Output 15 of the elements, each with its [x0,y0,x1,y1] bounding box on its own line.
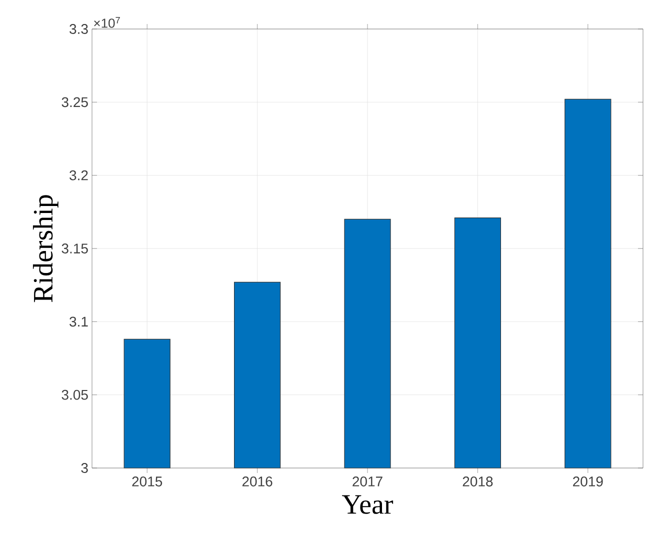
x-tick-label: 2016 [242,476,272,486]
y-tick-label: 3.15 [62,244,88,254]
y-tick-label: 3.05 [62,390,88,400]
y-tick-label: 3 [81,463,88,473]
y-tick-label: 3.2 [70,170,88,180]
y-tick-label: 3.3 [70,24,88,34]
text: ×10$^{7}$ [94,17,120,28]
x-tick-label: 2015 [132,476,162,486]
y-tick-label: 3.1 [70,316,88,327]
y-axis-title: Ridership [32,195,58,302]
y-tick-label: 3.25 [62,97,88,108]
x-axis-title: Year [342,495,394,514]
x-tick-label: 2017 [352,476,382,486]
x-tick-label: 2018 [462,476,493,486]
x-tick-label: 2019 [573,476,603,486]
